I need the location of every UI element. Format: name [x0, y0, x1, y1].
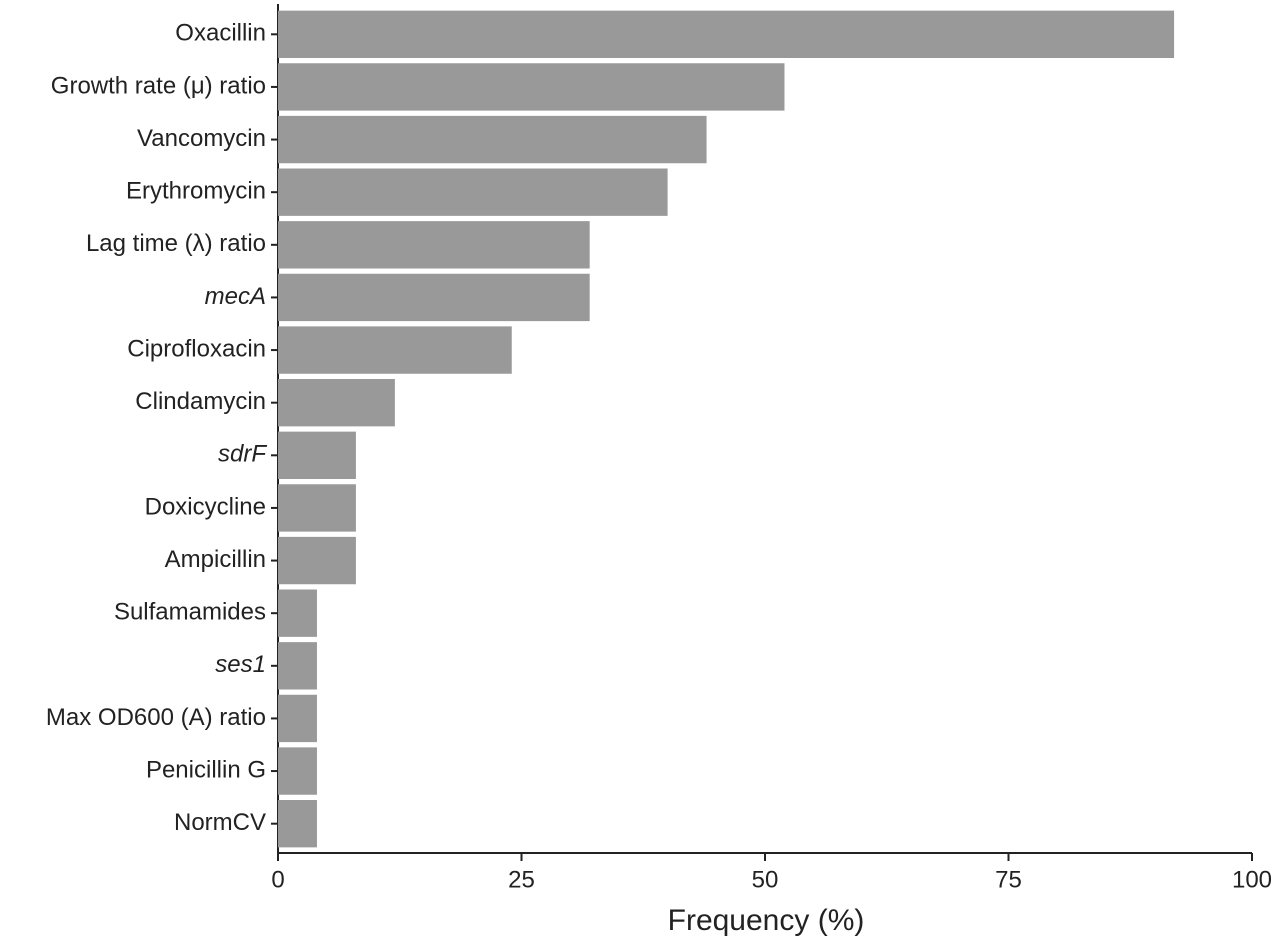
x-tick-label: 25	[508, 866, 535, 893]
y-tick-label: Penicillin G	[146, 756, 266, 783]
y-tick-label: Ampicillin	[165, 546, 266, 573]
y-tick-label: Erythromycin	[126, 178, 266, 205]
y-tick-label: Oxacillin	[175, 20, 266, 47]
bar	[278, 800, 317, 848]
y-tick-label: ses1	[215, 651, 266, 678]
bar	[278, 589, 317, 637]
bar	[278, 63, 785, 111]
y-tick-label: Max OD600 (A) ratio	[46, 704, 266, 731]
y-tick-label: Growth rate (μ) ratio	[51, 72, 266, 99]
bar	[278, 168, 668, 216]
bar	[278, 221, 590, 269]
bar	[278, 747, 317, 795]
x-tick-label: 0	[271, 866, 284, 893]
y-tick-label: NormCV	[174, 809, 266, 836]
x-tick-label: 75	[995, 866, 1022, 893]
y-tick-label: mecA	[205, 283, 266, 310]
x-axis-label: Frequency (%)	[668, 904, 865, 937]
bar	[278, 484, 356, 532]
bar	[278, 115, 707, 164]
bar	[278, 642, 317, 690]
y-tick-label: Ciprofloxacin	[127, 335, 266, 362]
bar	[278, 273, 590, 322]
bar	[278, 694, 317, 743]
y-tick-label: Sulfamamides	[114, 599, 266, 626]
bar	[278, 431, 356, 479]
bar	[278, 379, 395, 427]
bar	[278, 326, 512, 374]
y-tick-label: Doxicycline	[145, 493, 266, 520]
y-tick-label: Lag time (λ) ratio	[86, 230, 266, 257]
bar	[278, 536, 356, 585]
x-tick-label: 50	[752, 866, 779, 893]
y-tick-label: sdrF	[218, 441, 267, 468]
bar	[278, 10, 1175, 58]
x-tick-label: 100	[1232, 866, 1272, 893]
y-tick-label: Clindamycin	[135, 388, 266, 415]
y-tick-label: Vancomycin	[137, 125, 266, 152]
